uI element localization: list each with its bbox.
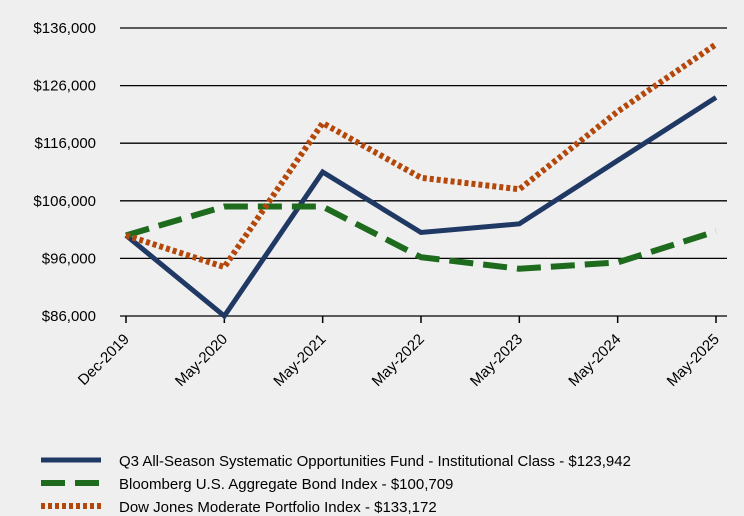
series-lines xyxy=(124,41,718,320)
legend: Q3 All-Season Systematic Opportunities F… xyxy=(41,453,631,516)
x-tick-label: May-2021 xyxy=(270,331,329,390)
x-axis: Dec-2019 May-2020 May-2021 May-2022 May-2023… xyxy=(75,316,723,390)
x-tick-label: May-2022 xyxy=(369,331,428,390)
y-tick-label: $106,000 xyxy=(33,193,96,210)
y-tick-label: $96,000 xyxy=(42,250,96,267)
y-tick-label: $126,000 xyxy=(33,78,96,95)
y-tick-label: $86,000 xyxy=(42,308,96,325)
legend-label: Q3 All-Season Systematic Opportunities F… xyxy=(119,453,631,470)
x-tick-label: May-2025 xyxy=(664,331,723,390)
x-tick-label: May-2023 xyxy=(467,331,526,390)
x-tick-label: May-2020 xyxy=(172,331,231,390)
y-tick-label: $116,000 xyxy=(35,135,96,152)
x-tick-label: Dec-2019 xyxy=(75,331,133,389)
series-line-1 xyxy=(125,203,717,272)
y-axis-ticks: $86,000 $96,000 $106,000 $116,000 $126,000 $1… xyxy=(33,20,96,325)
legend-label: Bloomberg U.S. Aggregate Bond Index - $1… xyxy=(119,476,453,493)
series-line-0 xyxy=(124,95,718,320)
x-tick-label: May-2024 xyxy=(565,331,624,390)
grid-lines xyxy=(120,27,727,317)
y-tick-label: $136,000 xyxy=(33,20,96,37)
legend-label: Dow Jones Moderate Portfolio Index - $13… xyxy=(119,499,437,516)
